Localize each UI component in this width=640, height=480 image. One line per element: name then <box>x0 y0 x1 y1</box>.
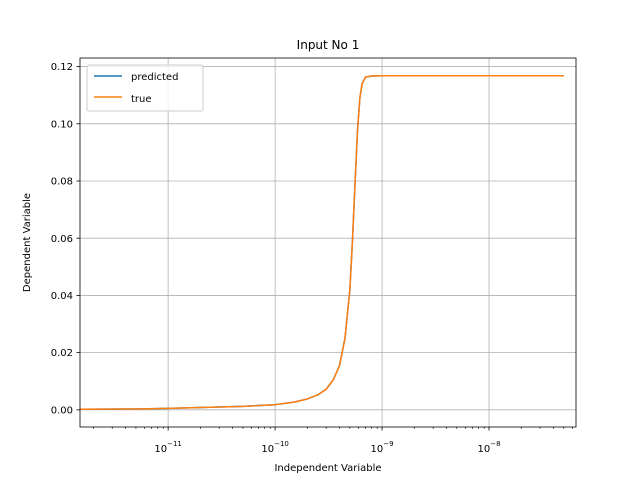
y-tick-label: 0.06 <box>51 234 73 245</box>
y-tick-label: 0.02 <box>51 348 73 359</box>
y-axis-ticks: 0.00 0.02 0.04 0.06 0.08 0.10 0.12 <box>51 62 80 416</box>
y-tick-label: 0.04 <box>51 291 73 302</box>
y-tick-label: 0.10 <box>51 119 73 130</box>
x-tick-label: 10−9 <box>371 440 394 455</box>
y-tick-label: 0.12 <box>51 62 73 73</box>
legend: predicted true <box>86 64 204 112</box>
plot-lines <box>79 74 564 411</box>
x-tick-label: 10−10 <box>261 440 289 455</box>
y-tick-label: 0.08 <box>51 177 73 188</box>
x-axis-ticks: 10−11 10−10 10−9 10−8 <box>93 427 573 455</box>
series-line-true <box>79 74 564 411</box>
y-axis-label: Dependent Variable <box>22 193 33 292</box>
plot-frame <box>79 57 577 428</box>
x-tick-label: 10−8 <box>478 440 501 455</box>
x-axis-label: Independent Variable <box>274 463 381 474</box>
y-tick-label: 0.00 <box>51 405 73 416</box>
grid <box>80 58 576 427</box>
x-tick-label: 10−11 <box>154 440 182 455</box>
legend-label-predicted: predicted <box>131 72 178 83</box>
chart-title: Input No 1 <box>297 38 360 52</box>
legend-label-true: true <box>131 94 152 105</box>
